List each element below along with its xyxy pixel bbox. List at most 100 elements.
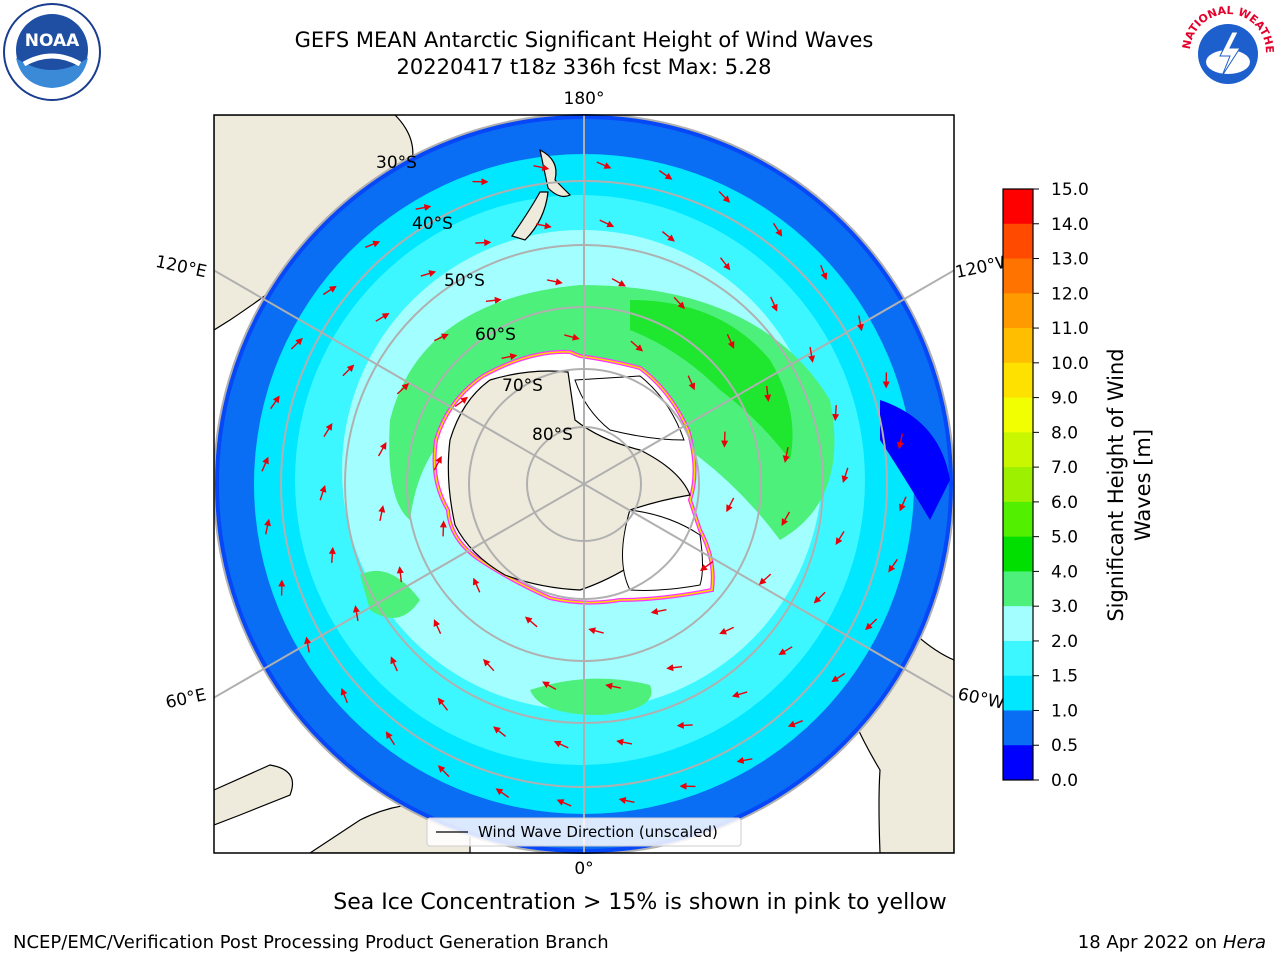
colorbar-tick-label: 5.0 — [1051, 528, 1078, 548]
wave-arrow — [322, 285, 337, 296]
wave-arrow — [782, 447, 790, 463]
colorbar-tick-label: 13.0 — [1051, 250, 1089, 270]
wave-arrow — [278, 579, 286, 596]
wave-arrow — [787, 720, 803, 728]
lat-label-50s: 50°S — [444, 271, 485, 291]
wave-arrow — [888, 558, 898, 573]
colorbar-tick-label: 14.0 — [1051, 215, 1089, 235]
colorbar-swatch — [1003, 536, 1033, 572]
wave-arrow — [679, 782, 696, 790]
wave-arrow — [630, 340, 644, 352]
colorbar-tick-label: 3.0 — [1051, 597, 1078, 617]
wave-arrow — [718, 190, 731, 203]
wave-arrow — [721, 431, 729, 448]
wave-arrow — [475, 239, 492, 247]
colorbar-tick-label: 6.0 — [1051, 493, 1078, 513]
wave-arrow — [533, 164, 550, 171]
wave-arrow — [365, 240, 381, 248]
meridian-line — [214, 269, 954, 699]
wave-arrow — [726, 333, 735, 349]
wave-arrow — [485, 296, 502, 304]
colorbar-tick-label: 15.0 — [1051, 180, 1089, 200]
noaa-seal-icon: NOAA — [3, 3, 101, 101]
wave-arrow — [553, 740, 569, 749]
wave-arrow — [472, 577, 481, 593]
wave-arrow — [764, 385, 772, 402]
wave-arrow — [535, 222, 552, 230]
wave-arrow — [385, 731, 396, 746]
wave-arrow — [377, 442, 387, 457]
colorbar-tick-label: 0.5 — [1051, 736, 1078, 756]
wave-arrow — [378, 505, 386, 521]
wave-arrow — [415, 204, 432, 211]
wave-arrow — [676, 721, 693, 729]
footer-host: Hera — [1222, 932, 1266, 953]
colorbar-swatch — [1003, 710, 1033, 746]
colorbar-tick-label: 12.0 — [1051, 284, 1089, 304]
nws-seal-icon: NATIONAL WEATHER SERVICE — [1174, 0, 1276, 100]
wave-arrow — [758, 573, 772, 585]
lat-label-60s: 60°S — [475, 325, 516, 345]
wave-arrow — [375, 313, 390, 322]
colorbar-tick-label: 2.0 — [1051, 632, 1078, 652]
wave-arrow — [439, 520, 447, 537]
wave-arrow — [865, 618, 878, 631]
colorbar-swatch — [1003, 397, 1033, 433]
wave-arrow — [542, 681, 557, 691]
colorbar-swatch — [1003, 258, 1033, 294]
lat-label-80s: 80°S — [532, 425, 573, 445]
colorbar-swatch — [1003, 606, 1033, 642]
lat-label-30s: 30°S — [376, 153, 417, 173]
wave-arrow — [719, 626, 735, 635]
colorbar-tick-label: 8.0 — [1051, 423, 1078, 443]
wave-arrow — [323, 422, 333, 437]
wave-arrow — [599, 219, 615, 228]
wave-arrow — [820, 265, 828, 281]
wave-arrow — [611, 277, 626, 287]
colorbar-swatch — [1003, 501, 1033, 538]
footer-date: 18 Apr 2022 on Hera — [1078, 932, 1266, 953]
wave-arrow — [736, 757, 753, 764]
wave-arrow — [437, 697, 449, 711]
wave-arrow — [264, 518, 271, 535]
wave-arrow — [495, 788, 510, 798]
wave-arrow — [605, 682, 621, 690]
footer-org: NCEP/EMC/Verification Post Processing Pr… — [13, 932, 609, 953]
map-legend: Wind Wave Direction (unscaled) — [426, 817, 742, 847]
wave-arrow — [270, 395, 280, 410]
wind-wave-arrows — [261, 161, 907, 807]
wave-arrow — [433, 619, 442, 635]
wave-arrow — [661, 231, 675, 242]
lon-label-60w: 60°W — [956, 684, 1006, 713]
wave-arrow — [813, 591, 826, 604]
lon-label-0: 0° — [574, 859, 593, 879]
wave-arrow — [547, 278, 563, 286]
lon-label-180: 180° — [564, 89, 605, 109]
colorbar-swatch — [1003, 640, 1033, 677]
wave-arrow — [433, 455, 442, 471]
wave-arrow — [396, 383, 410, 395]
colorbar-label-line1: Significant Height of Wind — [1104, 348, 1128, 621]
wave-arrow — [666, 664, 683, 672]
lon-label-60e: 60°E — [164, 685, 208, 713]
svg-text:NOAA: NOAA — [25, 31, 80, 51]
wave-arrow — [352, 605, 360, 622]
wave-arrow — [390, 656, 398, 672]
colorbar-swatch — [1003, 223, 1033, 260]
wave-arrow — [808, 346, 816, 363]
map-frame — [213, 114, 955, 854]
wave-arrow — [719, 257, 731, 271]
wave-arrow — [618, 797, 635, 804]
graticule — [214, 115, 954, 853]
chart-title: GEFS MEAN Antarctic Significant Height o… — [294, 28, 874, 52]
wave-arrow — [564, 333, 580, 341]
wave-arrow — [778, 646, 793, 655]
wave-arrow — [726, 497, 735, 513]
colorbar-swatch — [1003, 432, 1033, 468]
colorbar-tick-label: 1.5 — [1051, 667, 1078, 687]
wave-arrow — [831, 672, 846, 683]
colorbar-tick-label: 0.0 — [1051, 771, 1078, 791]
wave-arrow — [899, 496, 907, 512]
wave-arrow — [493, 726, 507, 737]
wave-arrow — [673, 296, 685, 310]
